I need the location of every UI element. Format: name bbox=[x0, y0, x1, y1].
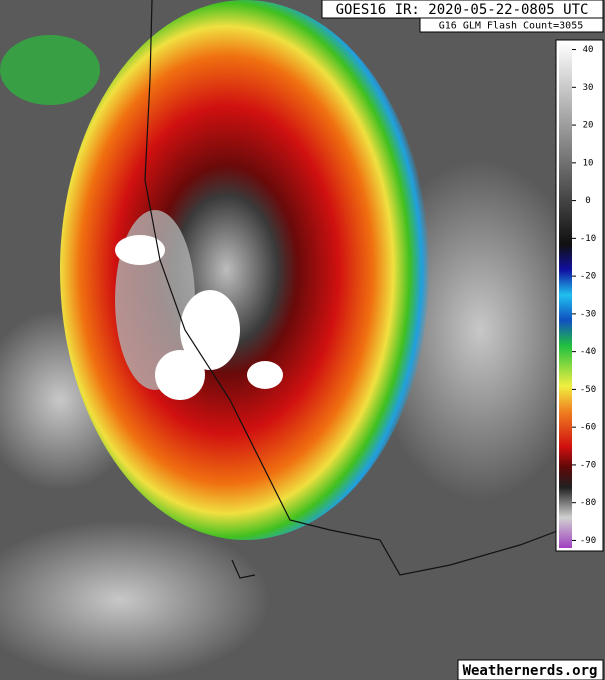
tick-label: -50 bbox=[580, 385, 596, 395]
tick-label: 0 bbox=[585, 196, 590, 206]
cloud bbox=[0, 520, 270, 680]
tick-label: -90 bbox=[580, 536, 596, 546]
coastline bbox=[144, 0, 561, 576]
colorbar-ticks: 40 30 20 10 0 -10 -20 -30 -40 -50 -60 -70 -80 -90 bbox=[572, 45, 596, 546]
tick-label: -10 bbox=[580, 234, 596, 244]
lightning bbox=[115, 235, 283, 400]
tick-label: 10 bbox=[583, 158, 594, 168]
title: GOES16 IR: 2020-05-22-0805 UTC bbox=[336, 2, 589, 18]
watermark-box bbox=[457, 659, 604, 680]
subtitle-box bbox=[419, 17, 604, 33]
subtitle: G16 GLM Flash Count=3055 bbox=[439, 21, 584, 32]
coastline bbox=[231, 559, 256, 579]
storm bbox=[60, 0, 430, 540]
tick-label: -20 bbox=[580, 272, 596, 282]
tick-label: -40 bbox=[580, 347, 596, 357]
tick-label: 40 bbox=[583, 45, 594, 55]
cloud-cell bbox=[0, 35, 100, 105]
tick-label: -70 bbox=[580, 460, 596, 470]
tick-label: -60 bbox=[580, 423, 596, 433]
tick-label: -30 bbox=[580, 309, 596, 319]
tick-label: 30 bbox=[583, 83, 594, 93]
tick-label: 20 bbox=[583, 121, 594, 131]
watermark: Weathernerds.org bbox=[463, 663, 598, 679]
tick-label: -80 bbox=[580, 498, 596, 508]
colorbar bbox=[559, 42, 572, 548]
